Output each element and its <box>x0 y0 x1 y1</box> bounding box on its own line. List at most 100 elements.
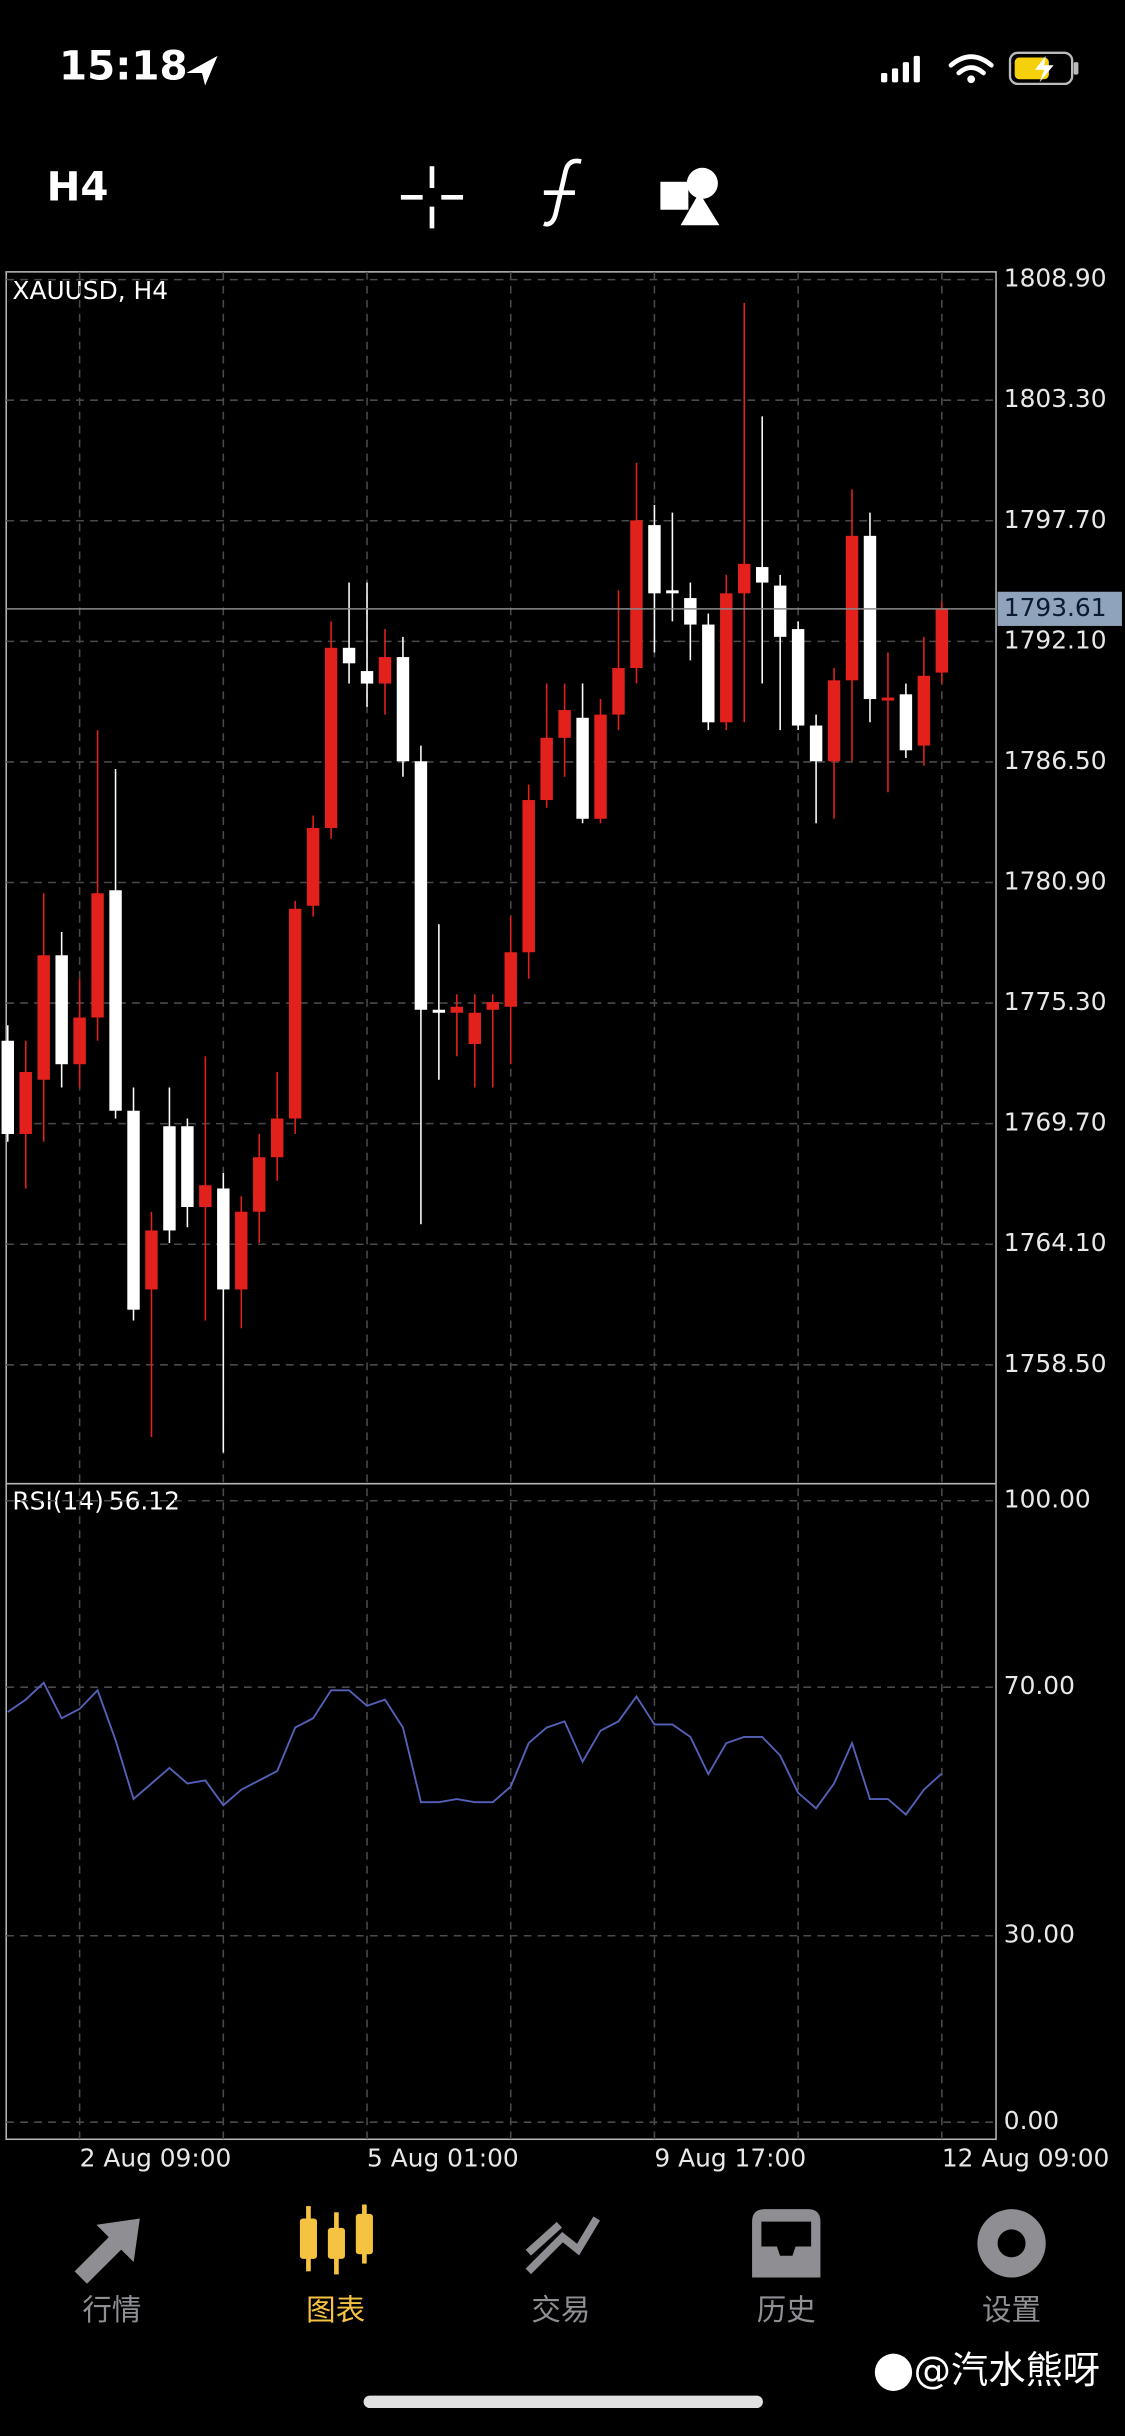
wifi-icon <box>948 54 994 76</box>
candle-body <box>73 1017 86 1065</box>
y-tick-label: 1786.50 <box>1004 746 1107 775</box>
tab-label[interactable]: 交易 <box>531 2293 590 2327</box>
candle-body <box>486 1002 499 1010</box>
candle-body <box>522 800 535 953</box>
y-tick-label: 30.00 <box>1004 1920 1075 1949</box>
y-tick-label: 1780.90 <box>1004 867 1107 896</box>
candle-body <box>163 1126 176 1231</box>
candle-body <box>199 1185 212 1207</box>
clock: 15:18 <box>59 42 188 89</box>
candle-body <box>127 1110 140 1310</box>
candle-body <box>576 717 589 819</box>
candle-body <box>540 737 553 801</box>
y-tick-label: 1803.30 <box>1004 384 1107 413</box>
y-tick-label: 1792.10 <box>1004 625 1107 654</box>
candle-body <box>288 908 302 1119</box>
x-tick-label: 5 Aug 01:00 <box>367 2143 519 2172</box>
objects-button[interactable] <box>660 167 720 226</box>
candle-body <box>253 1157 266 1212</box>
chart-icon <box>299 2204 373 2275</box>
candle-body <box>324 647 338 829</box>
y-tick-label: 0.00 <box>1004 2106 1059 2135</box>
candle-body <box>809 725 823 762</box>
candle-body <box>235 1211 248 1290</box>
candle-body <box>55 955 68 1065</box>
settings-icon <box>977 2209 1046 2278</box>
candle-body <box>594 714 607 819</box>
y-tick-label: 1775.30 <box>1004 987 1107 1016</box>
y-tick-label: 100.00 <box>1004 1485 1091 1514</box>
candle-body <box>270 1118 284 1158</box>
charging-icon <box>1034 55 1054 83</box>
x-tick-label: 9 Aug 17:00 <box>654 2143 806 2172</box>
signal-icon <box>881 55 920 83</box>
candle-body <box>738 563 751 594</box>
candle-body <box>432 1009 446 1013</box>
candle-body <box>791 629 805 726</box>
plot-layer <box>1 271 997 2140</box>
battery-tip <box>1073 62 1079 75</box>
candle-body <box>342 647 356 664</box>
tab-label[interactable]: 设置 <box>982 2293 1041 2327</box>
y-tick-label: 1769.70 <box>1004 1108 1107 1137</box>
y-tick-label: 1758.50 <box>1004 1349 1107 1378</box>
candle-body <box>19 1071 32 1134</box>
candle-body <box>720 593 733 723</box>
candle-body <box>630 520 643 669</box>
watermark-logo <box>874 2353 913 2391</box>
candle-body <box>773 585 787 637</box>
candle-body <box>145 1230 158 1290</box>
y-tick-label: 1764.10 <box>1004 1228 1107 1257</box>
x-tick-label: 12 Aug 09:00 <box>942 2143 1110 2172</box>
candle-body <box>881 697 895 701</box>
current-price-box <box>997 591 1122 626</box>
crosshair-button[interactable] <box>400 166 464 229</box>
indicators-button[interactable] <box>543 158 582 227</box>
candle-body <box>109 890 122 1111</box>
tab-bar <box>0 2175 1125 2436</box>
candle-body <box>468 1012 482 1044</box>
candle-body <box>558 710 571 738</box>
watermark: @汽水熊呀 <box>914 2348 1100 2392</box>
y-tick-label: 1797.70 <box>1004 505 1107 534</box>
rsi-line <box>7 1681 943 1816</box>
location-icon <box>186 55 218 86</box>
wifi-dot <box>967 75 976 84</box>
history-icon <box>752 2209 821 2278</box>
candle-body <box>755 567 769 583</box>
candle-body <box>504 952 517 1007</box>
candle-body <box>306 828 320 906</box>
chart-frame <box>5 271 997 2141</box>
chart-title: XAUUSD, H4 <box>12 276 168 305</box>
candle-body <box>612 668 625 715</box>
candle-body <box>702 624 715 723</box>
home-indicator <box>363 2395 763 2409</box>
candle-body <box>648 525 661 594</box>
candle-body <box>935 608 949 673</box>
candle-body <box>378 657 392 684</box>
candle-body <box>899 694 913 751</box>
candle-body <box>917 675 931 746</box>
battery <box>1008 51 1074 86</box>
candle-body <box>863 535 877 700</box>
y-tick-label: 1808.90 <box>1004 264 1107 293</box>
candle-body <box>396 657 410 762</box>
candle-body <box>1 1040 14 1134</box>
timeframe-button[interactable]: H4 <box>47 164 109 211</box>
tab-label[interactable]: 历史 <box>757 2293 816 2327</box>
candle-body <box>450 1006 464 1013</box>
y-tick-label: 70.00 <box>1004 1671 1075 1700</box>
candle-body <box>414 761 428 1010</box>
quotes-icon <box>74 2218 140 2284</box>
candle-body <box>37 955 50 1080</box>
trade-icon <box>525 2216 601 2275</box>
candle-body <box>91 893 104 1018</box>
x-tick-label: 2 Aug 09:00 <box>80 2143 232 2172</box>
candle-body <box>181 1126 194 1207</box>
candle-body <box>684 598 697 625</box>
tab-label[interactable]: 行情 <box>82 2293 141 2327</box>
tab-label[interactable]: 图表 <box>306 2293 365 2327</box>
candle-body <box>666 590 679 594</box>
